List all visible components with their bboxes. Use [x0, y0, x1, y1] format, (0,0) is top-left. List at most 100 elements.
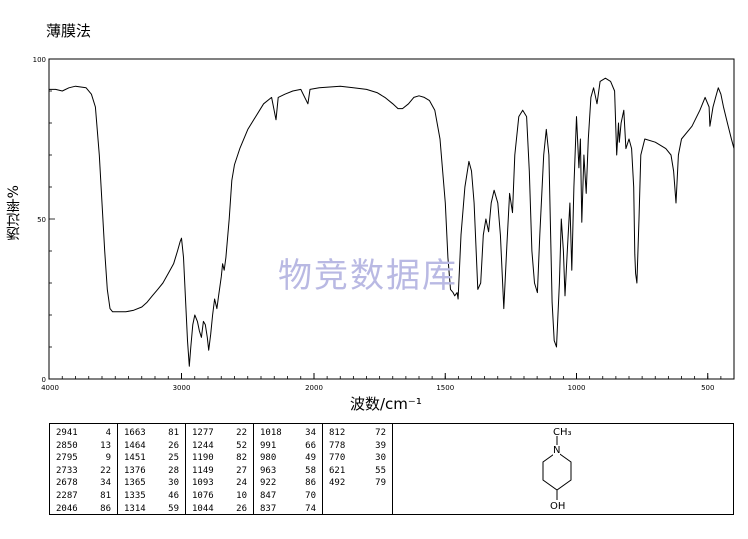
peak-wavenumber: 2287 — [56, 490, 78, 501]
peak-wavenumber: 980 — [260, 453, 277, 464]
peak-row: 2287 81 — [50, 490, 117, 503]
peak-row: 2046 86 — [50, 503, 117, 516]
peak-row: 1365 30 — [118, 477, 185, 490]
peak-row: 2678 34 — [50, 477, 117, 490]
peak-row: 1244 52 — [186, 440, 253, 453]
peak-transmittance: 39 — [375, 440, 386, 451]
ticks — [48, 58, 735, 380]
peak-column: 2941 4 2850 13 2795 9 2733 22 2678 34 2287 81 2046 86 — [50, 424, 118, 514]
peak-wavenumber: 2733 — [56, 465, 78, 476]
peak-wavenumber: 991 — [260, 440, 277, 451]
y-tick-label: 100 — [33, 56, 46, 64]
peak-wavenumber: 1076 — [192, 490, 214, 501]
peak-wavenumber: 1149 — [192, 465, 214, 476]
peak-transmittance: 81 — [168, 428, 179, 438]
peak-row: 770 30 — [323, 452, 392, 465]
peak-transmittance: 66 — [305, 440, 316, 451]
peak-wavenumber: 1365 — [124, 478, 146, 489]
peak-transmittance: 58 — [305, 465, 316, 476]
peak-wavenumber: 2795 — [56, 453, 78, 464]
peak-row: 1335 46 — [118, 490, 185, 503]
peak-row: 1314 59 — [118, 503, 185, 516]
peak-transmittance: 74 — [305, 503, 316, 514]
peak-row: 1277 22 — [186, 427, 253, 440]
peak-row: 2733 22 — [50, 465, 117, 478]
peak-row: 1018 34 — [254, 427, 322, 440]
peak-wavenumber: 1044 — [192, 503, 214, 514]
peak-transmittance: 52 — [236, 440, 247, 451]
peak-wavenumber: 1018 — [260, 428, 282, 438]
chart-title: 薄膜法 — [46, 22, 92, 40]
peak-row: 812 72 — [323, 427, 392, 440]
peak-wavenumber: 1335 — [124, 490, 146, 501]
peak-row: 1044 26 — [186, 503, 253, 516]
molecule-drawing — [542, 436, 572, 500]
peak-transmittance: 28 — [168, 465, 179, 476]
peak-wavenumber: 1093 — [192, 478, 214, 489]
plot-frame — [48, 58, 735, 380]
peak-transmittance: 30 — [375, 453, 386, 464]
axes — [48, 58, 735, 380]
molecule-structure: CH₃ N OH — [393, 424, 733, 514]
peak-transmittance: 55 — [375, 465, 386, 476]
series — [49, 77, 735, 367]
y-tick-label: 50 — [37, 216, 46, 224]
peak-row: 991 66 — [254, 440, 322, 453]
peak-wavenumber: 492 — [329, 478, 346, 489]
peak-column: 812 72 778 39 770 30 621 55 492 79 — [323, 424, 393, 514]
peak-transmittance: 26 — [168, 440, 179, 451]
peak-column: 1663 81 1464 26 1451 25 1376 28 1365 30 1335 46 1314… — [118, 424, 186, 514]
peak-transmittance: 72 — [375, 428, 386, 438]
peak-table: 2941 4 2850 13 2795 9 2733 22 2678 34 2287 81 2046 86… — [49, 423, 734, 515]
peak-column: 1018 34 991 66 980 49 963 58 922 86 847 70 837 74 — [254, 424, 323, 514]
peak-wavenumber: 1663 — [124, 428, 146, 438]
peak-transmittance: 34 — [305, 428, 316, 438]
x-tick-label: 2000 — [305, 384, 323, 392]
peak-transmittance: 79 — [375, 478, 386, 489]
y-tick-label: 0 — [42, 376, 46, 384]
peak-wavenumber: 812 — [329, 428, 346, 438]
peak-row: 492 79 — [323, 477, 392, 490]
peak-transmittance: 81 — [100, 490, 111, 501]
methyl-label: CH₃ — [553, 427, 572, 438]
peak-row: 621 55 — [323, 465, 392, 478]
peak-row: 778 39 — [323, 440, 392, 453]
peak-row: 837 74 — [254, 503, 322, 516]
peak-wavenumber: 1464 — [124, 440, 146, 451]
peak-wavenumber: 1244 — [192, 440, 214, 451]
peak-transmittance: 49 — [305, 453, 316, 464]
peak-row: 922 86 — [254, 477, 322, 490]
peak-wavenumber: 2678 — [56, 478, 78, 489]
peak-wavenumber: 1376 — [124, 465, 146, 476]
x-axis-label: 波数/cm⁻¹ — [350, 395, 422, 413]
peak-transmittance: 59 — [168, 503, 179, 514]
peak-transmittance: 82 — [236, 453, 247, 464]
peak-wavenumber: 963 — [260, 465, 277, 476]
x-tick-label: 500 — [701, 384, 714, 392]
hydroxyl-label: OH — [550, 501, 566, 512]
peak-row: 1093 24 — [186, 477, 253, 490]
peak-wavenumber: 847 — [260, 490, 277, 501]
peak-row: 1663 81 — [118, 427, 185, 440]
peak-wavenumber: 778 — [329, 440, 346, 451]
peak-transmittance: 34 — [100, 478, 111, 489]
peak-row: 1149 27 — [186, 465, 253, 478]
peak-row: 2850 13 — [50, 440, 117, 453]
x-tick-label: 3000 — [173, 384, 191, 392]
peak-transmittance: 86 — [305, 478, 316, 489]
peak-row: 2795 9 — [50, 452, 117, 465]
peak-wavenumber: 837 — [260, 503, 277, 514]
peak-column: 1277 22 1244 52 1190 82 1149 27 1093 24 1076 10 1044… — [186, 424, 254, 514]
peak-transmittance: 26 — [236, 503, 247, 514]
peak-transmittance: 22 — [100, 465, 111, 476]
peak-transmittance: 25 — [168, 453, 179, 464]
peak-row: 963 58 — [254, 465, 322, 478]
peak-wavenumber: 1451 — [124, 453, 146, 464]
x-tick-label: 4000 — [41, 384, 59, 392]
peak-transmittance: 9 — [105, 453, 111, 464]
peak-row: 1451 25 — [118, 452, 185, 465]
peak-transmittance: 86 — [100, 503, 111, 514]
peak-row: 2941 4 — [50, 427, 117, 440]
